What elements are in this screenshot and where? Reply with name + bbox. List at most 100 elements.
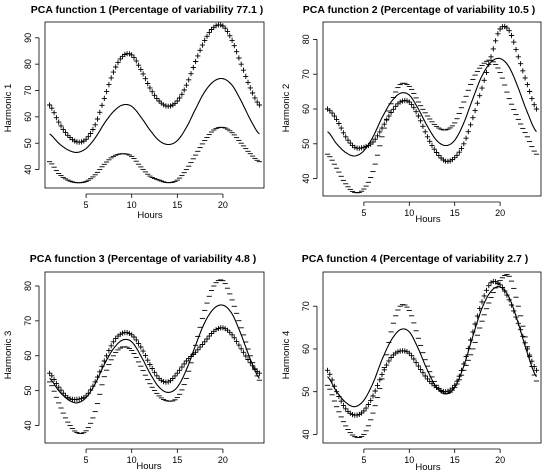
- chart-title: PCA function 4 (Percentage of variabilit…: [302, 253, 529, 265]
- plot-frame: [323, 272, 541, 443]
- plus-marker: [232, 43, 237, 48]
- plus-marker: [511, 308, 516, 313]
- plus-marker: [150, 366, 155, 371]
- plus-marker: [175, 98, 180, 103]
- plus-marker: [188, 71, 193, 76]
- plus-marker: [330, 111, 335, 116]
- plus-marker: [239, 346, 244, 351]
- y-tick-label: 40: [301, 429, 311, 439]
- plus-marker: [104, 89, 109, 94]
- y-tick-label: 70: [23, 316, 33, 326]
- x-tick-label: 10: [127, 455, 137, 465]
- plus-marker: [516, 54, 521, 59]
- plus-marker: [482, 78, 487, 83]
- plus-marker: [375, 133, 380, 138]
- y-axis-label: Harmonic 1: [3, 84, 14, 133]
- mean-curve: [50, 305, 260, 403]
- plus-marker: [477, 93, 482, 98]
- plus-marker: [143, 353, 148, 358]
- plus-marker: [193, 59, 198, 64]
- plus-marker: [154, 373, 159, 378]
- plus-marker: [243, 74, 248, 79]
- plus-perturbation-series: [325, 24, 539, 164]
- y-tick-label: 50: [301, 387, 311, 397]
- plus-marker: [473, 108, 478, 113]
- plus-marker: [198, 48, 203, 53]
- y-tick-label: 50: [301, 139, 311, 149]
- y-tick-label: 50: [23, 138, 33, 148]
- plus-marker: [391, 107, 396, 112]
- plus-marker: [523, 75, 528, 80]
- x-tick-label: 10: [404, 455, 414, 465]
- y-tick-label: 90: [23, 33, 33, 43]
- plus-marker: [161, 379, 166, 384]
- chart-title: PCA function 3 (Percentage of variabilit…: [30, 253, 257, 265]
- plus-marker: [495, 31, 500, 36]
- plus-marker: [115, 60, 120, 65]
- plus-marker: [134, 337, 139, 342]
- x-tick-label: 20: [495, 455, 505, 465]
- plus-marker: [245, 80, 250, 85]
- y-axis-label: Harmonic 4: [281, 331, 292, 380]
- plus-marker: [464, 136, 469, 141]
- mean-curve: [328, 287, 537, 407]
- plus-marker: [241, 350, 246, 355]
- chart-title: PCA function 2 (Percentage of variabilit…: [303, 4, 535, 16]
- plus-marker: [54, 115, 59, 120]
- plus-marker: [239, 62, 244, 67]
- plus-marker: [58, 123, 63, 128]
- y-tick-label: 70: [23, 86, 33, 96]
- plus-marker: [168, 103, 173, 108]
- plus-marker: [377, 377, 382, 382]
- plus-marker: [236, 55, 241, 60]
- x-tick-label: 15: [450, 208, 460, 218]
- plus-marker: [484, 288, 489, 293]
- panel-pca-function-1: PCA function 1 (Percentage of variabilit…: [3, 4, 264, 221]
- plus-marker: [429, 143, 434, 148]
- plus-marker: [129, 52, 134, 57]
- plus-marker: [511, 40, 516, 45]
- y-tick-label: 50: [23, 386, 33, 396]
- y-axis-label: Harmonic 2: [281, 84, 292, 133]
- plus-marker: [56, 120, 61, 125]
- panel-pca-function-4: PCA function 4 (Percentage of variabilit…: [281, 253, 541, 473]
- plus-marker: [466, 129, 471, 134]
- panel-pca-function-2: PCA function 2 (Percentage of variabilit…: [281, 4, 541, 225]
- x-tick-label: 15: [450, 455, 460, 465]
- plus-marker: [90, 127, 95, 132]
- x-tick-label: 20: [218, 200, 228, 210]
- plus-marker: [77, 397, 82, 402]
- plus-marker: [423, 129, 428, 134]
- x-tick-label: 15: [172, 200, 182, 210]
- plus-marker: [182, 87, 187, 92]
- plus-marker: [414, 109, 419, 114]
- plus-marker: [138, 344, 143, 349]
- plus-marker: [200, 342, 205, 347]
- plus-marker: [416, 113, 421, 118]
- y-tick-label: 40: [301, 174, 311, 184]
- x-tick-label: 5: [84, 200, 89, 210]
- plus-marker: [198, 345, 203, 350]
- plus-marker: [234, 49, 239, 54]
- plus-marker: [113, 64, 118, 69]
- y-tick-label: 80: [23, 281, 33, 291]
- plus-marker: [414, 360, 419, 365]
- plus-marker: [216, 326, 221, 331]
- plus-marker: [195, 53, 200, 58]
- plus-marker: [368, 398, 373, 403]
- plus-marker: [468, 122, 473, 127]
- plus-marker: [65, 133, 70, 138]
- plus-marker: [125, 330, 130, 335]
- y-tick-label: 60: [23, 112, 33, 122]
- x-axis-label: Hours: [137, 210, 163, 221]
- plus-marker: [236, 343, 241, 348]
- x-axis-label: Hours: [415, 214, 441, 225]
- plus-marker: [152, 370, 157, 375]
- plus-marker: [518, 327, 523, 332]
- plus-marker: [325, 368, 330, 373]
- plus-marker: [52, 110, 57, 115]
- plus-marker: [207, 334, 212, 339]
- plus-marker: [327, 372, 332, 377]
- plus-marker: [113, 336, 118, 341]
